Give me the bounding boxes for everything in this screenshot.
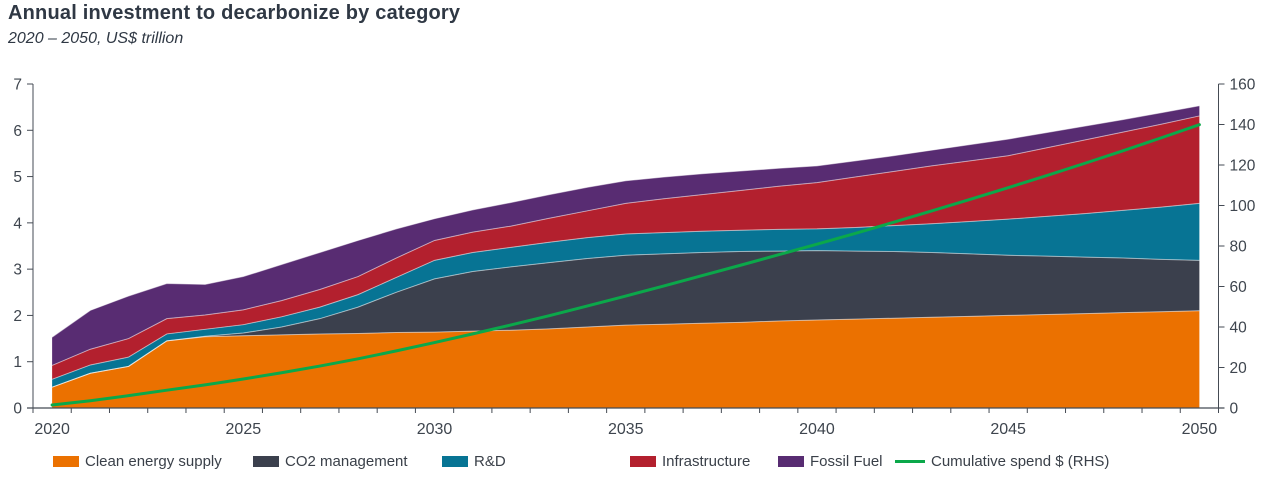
layer-separator xyxy=(51,310,1200,388)
left-y-axis: 0 1 2 3 4 5 6 7 xyxy=(13,77,34,418)
chart-subtitle: 2020 – 2050, US$ trillion xyxy=(8,30,184,47)
legend-color-swatch xyxy=(253,455,279,467)
stacked-areas xyxy=(51,105,1200,408)
left-axis-tick-label: 4 xyxy=(13,215,22,232)
left-axis-tick-label: 7 xyxy=(13,77,22,94)
legend-label: Clean energy supply xyxy=(85,452,222,470)
chart-title: Annual investment to decarbonize by cate… xyxy=(8,2,461,24)
left-axis-tick-label: 3 xyxy=(13,262,22,279)
layer-separator xyxy=(51,115,1200,366)
x-axis-tick-label: 2035 xyxy=(608,421,644,438)
right-axis-tick-label: 20 xyxy=(1230,360,1248,377)
legend-label: CO2 management xyxy=(285,452,408,470)
x-axis-tick-label: 2030 xyxy=(417,421,453,438)
right-axis-tick-label: 40 xyxy=(1230,320,1248,337)
area-clean-energy-supply xyxy=(52,310,1200,408)
legend-color-swatch xyxy=(442,455,468,467)
right-axis-tick-label: 60 xyxy=(1230,279,1248,296)
left-axis-tick-label: 2 xyxy=(13,308,22,325)
layer-separator xyxy=(51,250,1200,388)
legend-color-swatch xyxy=(778,455,804,467)
area-r-d xyxy=(52,203,1200,388)
right-axis-tick-label: 160 xyxy=(1230,77,1256,94)
layer-separator xyxy=(51,105,1200,338)
x-axis-tick-label: 2020 xyxy=(34,421,70,438)
area-infrastructure xyxy=(52,115,1200,380)
legend-color-swatch xyxy=(630,455,656,467)
x-axis-tick-label: 2045 xyxy=(990,421,1026,438)
legend-item-fossil-fuel: Fossil Fuel xyxy=(778,449,883,473)
legend-label: Fossil Fuel xyxy=(810,452,883,470)
area-fossil-fuel xyxy=(52,105,1200,366)
right-axis-tick-label: 80 xyxy=(1230,239,1248,256)
legend-line-swatch xyxy=(895,459,925,463)
left-axis-tick-label: 0 xyxy=(13,401,22,418)
x-axis-tick-label: 2025 xyxy=(226,421,262,438)
legend-item-cumulative-spend-rhs-: Cumulative spend $ (RHS) xyxy=(895,449,1109,473)
legend-item-infrastructure: Infrastructure xyxy=(630,449,750,473)
right-axis-tick-label: 140 xyxy=(1230,117,1256,134)
layer-separator xyxy=(51,202,1200,380)
right-y-axis: 0 20 40 60 80 100 120 140 160 xyxy=(1218,77,1256,418)
legend-label: Infrastructure xyxy=(662,452,751,470)
right-axis-tick-label: 120 xyxy=(1230,158,1256,175)
left-axis-tick-label: 5 xyxy=(13,169,22,186)
right-axis-tick-label: 0 xyxy=(1230,401,1239,418)
legend-item-co2-management: CO2 management xyxy=(253,449,408,473)
area-co2-management xyxy=(52,250,1200,388)
legend-item-r-d: R&D xyxy=(442,449,506,473)
legend-color-swatch xyxy=(53,455,79,467)
left-axis-tick-label: 1 xyxy=(13,354,22,371)
legend-item-clean-energy-supply: Clean energy supply xyxy=(53,449,222,473)
x-axis-tick-label: 2050 xyxy=(1182,421,1218,438)
right-axis-tick-label: 100 xyxy=(1230,198,1256,215)
left-axis-tick-label: 6 xyxy=(13,123,22,140)
legend-label: Cumulative spend $ (RHS) xyxy=(931,452,1110,470)
chart-legend: Clean energy supply CO2 management R&D Infr… xyxy=(0,449,1271,475)
x-axis: 2020 2025 2030 2035 2040 2045 2050 xyxy=(27,407,1225,438)
cumulative-spend-line xyxy=(50,123,1201,407)
legend-label: R&D xyxy=(474,452,506,470)
x-axis-tick-label: 2040 xyxy=(799,421,835,438)
